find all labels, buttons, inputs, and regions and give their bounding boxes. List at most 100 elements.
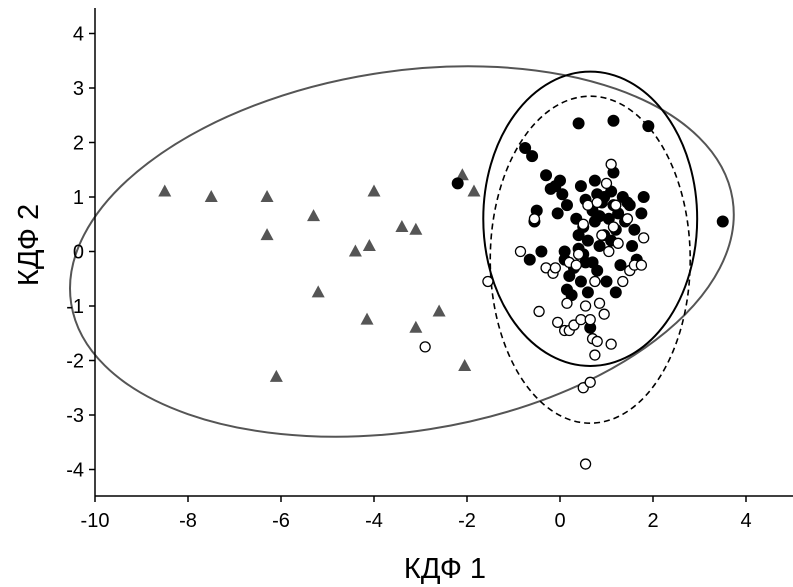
triangle-point (348, 244, 362, 257)
filled-circle-point (607, 114, 620, 127)
filled-circle-point (600, 275, 613, 288)
filled-circle-point (623, 199, 636, 212)
triangle-point (360, 312, 374, 325)
triangle-point (311, 285, 325, 298)
filled-circle-point (540, 169, 553, 182)
filled-circle-point (551, 207, 564, 220)
data-points (158, 114, 729, 470)
y-axis-label: КДФ 2 (13, 204, 45, 286)
filled-circle-point (451, 177, 464, 190)
filled-circle-point (716, 215, 729, 228)
y-tick-label: -1 (66, 296, 84, 318)
open-circle-point (596, 229, 608, 241)
triangle-point (455, 168, 469, 181)
y-tick-label: 4 (73, 24, 84, 46)
open-circle-point (612, 237, 624, 249)
filled-circle-point (535, 245, 548, 258)
open-circle-point (591, 335, 603, 348)
x-tick-label: -6 (272, 510, 290, 532)
open-circle-point (482, 275, 494, 288)
confidence-ellipses (69, 65, 735, 438)
triangle-point (260, 228, 274, 241)
filled-circle-point (526, 150, 539, 163)
filled-circle-point (581, 234, 594, 247)
x-axis-ticks: -10 -8 -6 -4 -2 0 2 4 (81, 496, 752, 532)
open-circle-point (514, 245, 527, 258)
filled-circle-point (593, 240, 606, 253)
filled-circle-point (574, 180, 587, 193)
open-circle-point (552, 316, 564, 329)
open-circle-point (593, 297, 606, 309)
y-tick-label: -3 (66, 405, 84, 427)
y-axis-ticks: -4 -3 -2 -1 0 1 2 3 4 (66, 24, 95, 482)
filled-circle-point (614, 259, 627, 272)
open-circle-point (582, 199, 594, 211)
open-circle-point (528, 213, 541, 225)
open-circle-point (598, 308, 610, 320)
open-circle-point (610, 199, 622, 211)
triangle-point (432, 304, 446, 317)
confidence-ellipse-1 (69, 65, 735, 438)
open-circle-point (617, 275, 629, 288)
filled-circle-point (556, 188, 569, 201)
triangle-point (458, 358, 472, 371)
y-tick-label: 3 (73, 78, 84, 100)
filled-circle-point (554, 174, 566, 187)
open-circle-point (577, 218, 589, 230)
y-tick-label: 2 (73, 133, 84, 155)
filled-circle-point (626, 240, 639, 253)
open-circle-point (584, 376, 596, 388)
filled-circle-point (609, 286, 622, 299)
open-circle-point (600, 177, 613, 190)
open-circle-point (579, 458, 592, 470)
filled-circle-point (591, 264, 604, 277)
open-circle-point (584, 313, 596, 326)
triangle-point (307, 209, 321, 222)
x-tick-label: -10 (81, 510, 110, 532)
triangle-point (395, 219, 409, 232)
filled-circle-point (519, 141, 532, 154)
open-circle-point (533, 305, 545, 318)
filled-circle-point (642, 120, 655, 133)
x-tick-label: 2 (647, 510, 658, 532)
triangle-point (204, 190, 218, 202)
open-circle-point (549, 262, 561, 274)
open-circle-point (621, 213, 634, 225)
triangle-point (269, 369, 283, 382)
filled-circle-point (560, 199, 573, 212)
open-circle-point (419, 341, 431, 353)
open-circle-point (638, 232, 650, 244)
x-tick-label: -2 (458, 510, 476, 532)
filled-circle-point (628, 223, 641, 236)
filled-circle-point (523, 253, 536, 266)
open-circle-point (579, 300, 592, 312)
open-circle-point (572, 248, 585, 260)
confidence-ellipse-2 (482, 70, 699, 367)
filled-circle-point (637, 191, 650, 203)
open-circle-point (607, 221, 620, 233)
y-tick-label: -4 (66, 460, 84, 482)
open-circle-point (570, 259, 582, 271)
filled-circle-point (635, 207, 648, 220)
x-tick-label: -8 (179, 510, 197, 532)
x-tick-label: 4 (740, 510, 751, 532)
triangle-point (158, 184, 172, 197)
confidence-ellipse-3 (489, 95, 691, 424)
triangle-point (409, 222, 423, 235)
y-tick-label: -2 (66, 351, 84, 373)
filled-circle-point (581, 286, 594, 299)
open-circle-point (635, 259, 648, 271)
open-circle-point (561, 297, 573, 309)
x-axis-label: КДФ 1 (404, 553, 486, 585)
open-circle-point (575, 313, 587, 326)
filled-circle-point (572, 117, 585, 130)
x-tick-label: -4 (365, 510, 383, 532)
triangle-point (409, 320, 423, 333)
open-circle-point (605, 158, 617, 170)
y-tick-label: 1 (73, 187, 84, 209)
filled-circle-point (588, 174, 601, 187)
filled-circle-point (574, 275, 587, 288)
triangle-point (260, 190, 274, 202)
open-circle-point (605, 338, 617, 350)
